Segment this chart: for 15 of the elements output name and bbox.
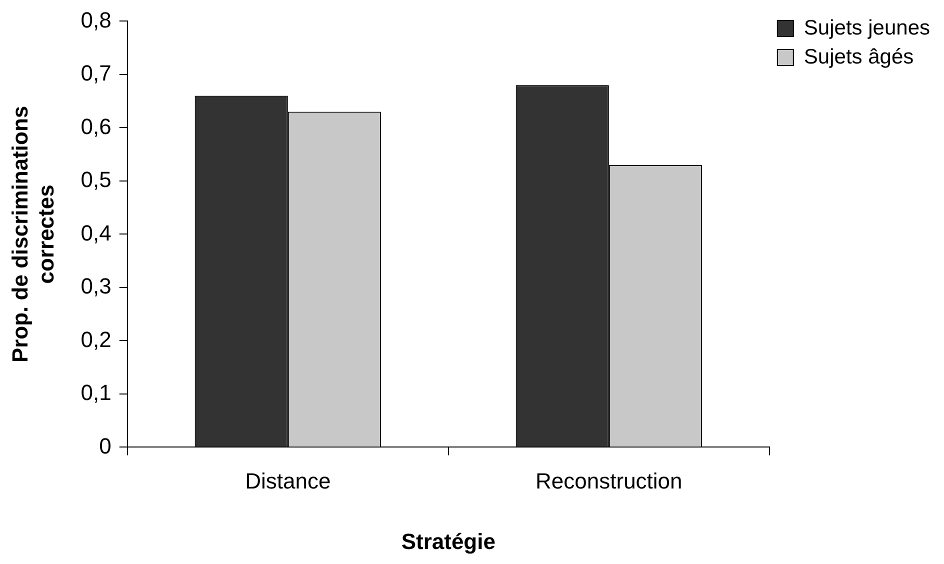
legend-label: Sujets âgés — [804, 45, 914, 68]
legend-label: Sujets jeunes — [804, 16, 930, 40]
y-tick-label: 0 — [99, 433, 112, 458]
y-tick-label: 0,7 — [80, 60, 112, 86]
x-tick-label: Reconstruction — [536, 468, 682, 494]
y-tick-label: 0,4 — [80, 220, 112, 246]
x-tick-label: Distance — [245, 468, 331, 494]
y-tick-label: 0,1 — [80, 380, 112, 406]
y-tick-label: 0,3 — [80, 274, 112, 299]
x-axis-title: Stratégie — [401, 528, 496, 554]
y-tick-label: 0,2 — [80, 326, 112, 352]
y-tick-label: 0,5 — [80, 167, 112, 192]
y-tick-label: 0,8 — [80, 7, 112, 32]
y-axis-title: Prop. de discriminations correctes — [7, 106, 59, 363]
y-tick-label: 0,6 — [80, 114, 112, 139]
